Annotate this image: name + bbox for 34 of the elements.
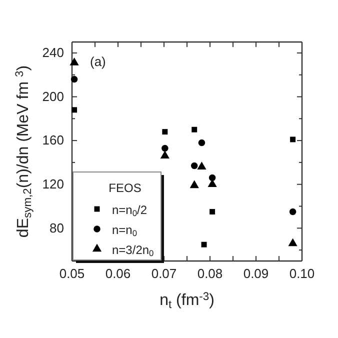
x-tick-label: 0.08 xyxy=(197,266,223,282)
point xyxy=(160,150,170,159)
point xyxy=(290,136,296,142)
x-tick-label: 0.06 xyxy=(105,266,131,282)
point xyxy=(190,180,199,188)
x-tick-label: 0.05 xyxy=(59,266,85,282)
annotation: (a) xyxy=(90,54,106,69)
point xyxy=(190,162,198,170)
point xyxy=(197,162,206,170)
legend-label: n=n$_{0}$ xyxy=(112,223,138,238)
y-tick-label: 160 xyxy=(42,132,64,148)
y-tick-label: 240 xyxy=(42,45,64,60)
point xyxy=(72,107,78,113)
y-tick-label: 200 xyxy=(42,88,64,104)
point xyxy=(70,58,79,66)
point xyxy=(210,208,216,214)
point xyxy=(162,129,168,135)
legend-title: FEOS xyxy=(108,181,142,195)
point xyxy=(289,208,296,216)
x-tick-label: 0.09 xyxy=(243,266,269,282)
point xyxy=(208,174,216,182)
y-tick-label: 80 xyxy=(50,220,64,236)
x-tick-label: 0.07 xyxy=(151,266,177,282)
point xyxy=(288,238,298,246)
point xyxy=(70,76,78,83)
legend-label: n=n$_{0}$/2 xyxy=(112,203,148,218)
x-axis-title: n$_{t}$ (fm$^{-3}$) xyxy=(160,291,214,312)
legend-label: n=3/2n$_{0}$ xyxy=(112,243,154,258)
point xyxy=(198,139,206,146)
point xyxy=(192,126,198,132)
y-tick-label: 120 xyxy=(42,176,64,192)
point xyxy=(201,242,207,248)
point xyxy=(162,144,168,152)
x-tick-label: 0.10 xyxy=(289,266,315,282)
